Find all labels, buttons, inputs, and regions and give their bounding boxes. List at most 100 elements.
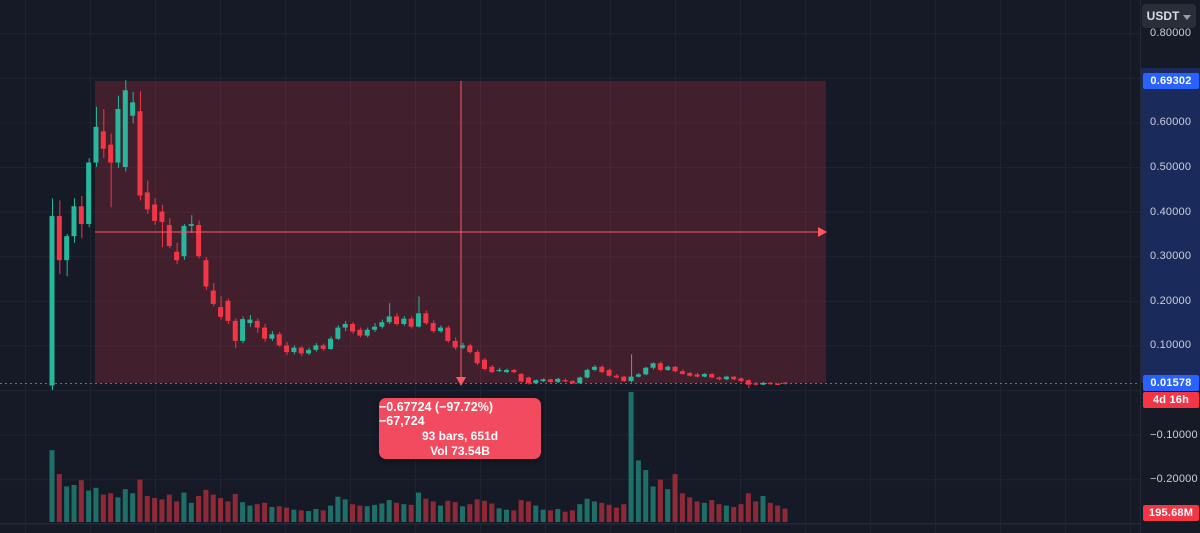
volume-bar bbox=[694, 501, 700, 522]
volume-bar bbox=[401, 504, 407, 522]
candle-body bbox=[137, 111, 143, 196]
candle-body bbox=[782, 382, 788, 384]
volume-bar bbox=[335, 496, 341, 522]
candle-body bbox=[518, 373, 524, 382]
volume-bar bbox=[540, 509, 546, 522]
volume-bar bbox=[108, 493, 114, 522]
time-axis[interactable] bbox=[0, 523, 1140, 533]
volume-bar bbox=[298, 510, 304, 522]
volume-bar bbox=[122, 489, 128, 522]
volume-bar bbox=[606, 504, 612, 522]
candle-body bbox=[474, 352, 480, 364]
candle-body bbox=[584, 369, 590, 378]
price-scale-measure-highlight bbox=[1141, 68, 1200, 383]
candle-body bbox=[760, 382, 766, 385]
volume-bar bbox=[86, 490, 92, 522]
candle-body bbox=[284, 345, 290, 353]
candle-body bbox=[694, 374, 700, 377]
candle-body bbox=[364, 329, 370, 336]
volume-bar bbox=[716, 504, 722, 522]
volume-bar bbox=[489, 503, 495, 522]
volume-bar bbox=[394, 502, 400, 522]
volume-bar bbox=[93, 487, 99, 522]
volume-bar bbox=[49, 450, 55, 522]
candle-body bbox=[591, 366, 597, 370]
candle-body bbox=[716, 377, 722, 380]
volume-bar bbox=[254, 504, 260, 522]
volume-bar bbox=[144, 496, 150, 522]
volume-bar bbox=[643, 470, 649, 522]
candle-body bbox=[452, 340, 458, 348]
candlestick-chart-canvas[interactable] bbox=[0, 0, 1140, 533]
volume-bar bbox=[64, 486, 70, 522]
volume-bar bbox=[100, 494, 106, 522]
candle-body bbox=[210, 290, 216, 304]
volume-bar bbox=[467, 504, 473, 522]
candle-body bbox=[372, 326, 378, 330]
last-price-badge: 0.01578 bbox=[1143, 374, 1199, 391]
volume-bar bbox=[687, 497, 693, 522]
candle-body bbox=[122, 90, 128, 167]
chevron-down-icon bbox=[1183, 14, 1192, 20]
volume-bar bbox=[709, 500, 715, 522]
candle-body bbox=[511, 369, 517, 373]
volume-bar bbox=[364, 506, 370, 522]
candle-body bbox=[643, 367, 649, 375]
volume-bar bbox=[760, 496, 766, 522]
volume-bar bbox=[775, 505, 781, 522]
candle-body bbox=[203, 260, 209, 287]
price-axis[interactable]: 0.80000 0.60000 0.50000 0.40000 0.30000 0.200… bbox=[1140, 0, 1200, 533]
candle-body bbox=[555, 378, 561, 382]
volume-bar bbox=[203, 489, 209, 522]
price-axis-label: −0.10000 bbox=[1150, 428, 1198, 441]
candle-body bbox=[144, 192, 150, 210]
quote-currency-dropdown[interactable]: USDT bbox=[1142, 4, 1196, 28]
volume-bar bbox=[210, 494, 216, 522]
candle-body bbox=[188, 224, 194, 226]
candle-body bbox=[86, 162, 92, 225]
volume-bar bbox=[767, 502, 773, 522]
candle-body bbox=[613, 375, 619, 378]
volume-bar bbox=[437, 505, 443, 522]
volume-bar bbox=[650, 486, 656, 522]
volume-bar bbox=[518, 500, 524, 522]
volume-bar bbox=[262, 502, 268, 522]
candle-body bbox=[562, 380, 568, 382]
volume-bar bbox=[78, 480, 84, 522]
volume-bar bbox=[445, 500, 451, 522]
volume-bar bbox=[591, 501, 597, 522]
volume-bar bbox=[357, 505, 363, 522]
price-axis-label: 0.20000 bbox=[1150, 294, 1192, 307]
volume-bar bbox=[577, 504, 583, 522]
candle-body bbox=[56, 216, 62, 261]
candle-body bbox=[767, 382, 773, 385]
candle-body bbox=[152, 204, 158, 221]
candle-body bbox=[665, 366, 671, 370]
volume-bar bbox=[679, 493, 685, 522]
price-axis-label: 0.40000 bbox=[1150, 205, 1192, 218]
measure-change-text: −0.67724 (−97.72%) −67,724 bbox=[379, 399, 493, 428]
volume-bar bbox=[166, 494, 172, 522]
volume-bar bbox=[276, 506, 282, 522]
candle-body bbox=[49, 216, 55, 386]
volume-bar bbox=[188, 502, 194, 522]
candle-body bbox=[701, 373, 707, 377]
volume-bar bbox=[474, 499, 480, 522]
candle-body bbox=[159, 211, 165, 222]
candle-body bbox=[108, 144, 114, 163]
volume-bar bbox=[372, 504, 378, 522]
candle-body bbox=[738, 378, 744, 382]
candle-body bbox=[679, 371, 685, 374]
volume-bar bbox=[496, 508, 502, 522]
volume-bar bbox=[782, 508, 788, 522]
candle-body bbox=[547, 379, 553, 382]
volume-bar bbox=[196, 496, 202, 522]
candle-body bbox=[657, 363, 663, 370]
candle-body bbox=[394, 316, 400, 324]
candle-body bbox=[745, 380, 751, 385]
candle-body bbox=[489, 366, 495, 373]
price-axis-label: −0.20000 bbox=[1150, 473, 1198, 486]
candle-body bbox=[276, 334, 282, 346]
candle-body bbox=[64, 236, 70, 261]
candle-body bbox=[320, 345, 326, 349]
